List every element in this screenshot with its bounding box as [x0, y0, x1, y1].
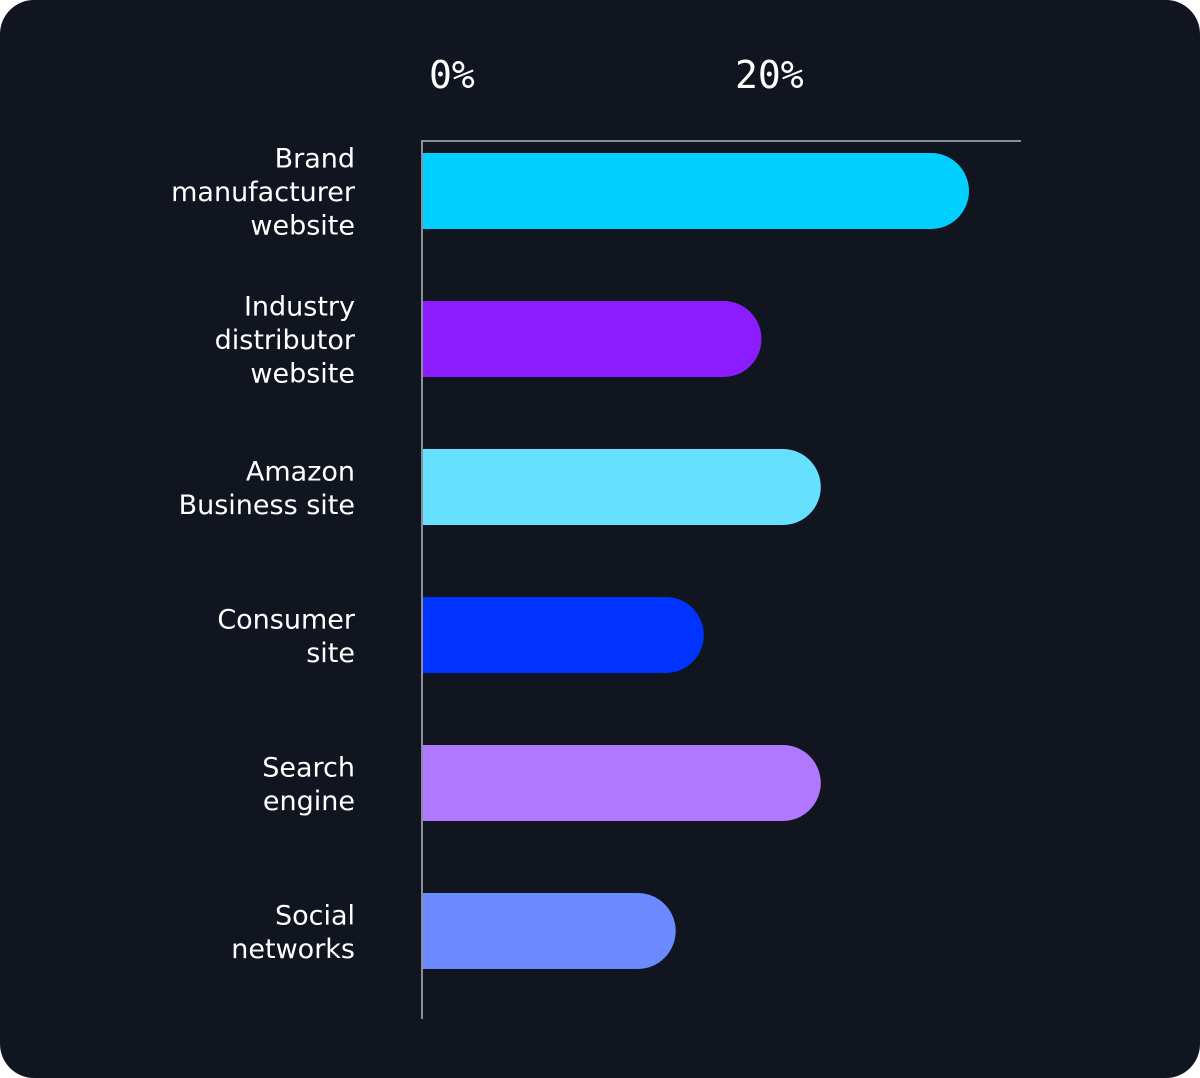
- category-label-2-line-0: Amazon: [246, 456, 355, 487]
- category-label-0-line-0: Brand: [275, 144, 355, 175]
- category-label-2-line-1: Business site: [179, 490, 355, 521]
- category-label-0-line-2: website: [250, 211, 355, 242]
- bar-2: [423, 449, 821, 525]
- category-label-3-line-0: Consumer: [217, 604, 356, 635]
- category-label-3-line-1: site: [306, 638, 355, 669]
- bar-1: [423, 301, 762, 377]
- category-label-0-line-1: manufacturer: [171, 177, 356, 208]
- x-tick-label-1: 20%: [735, 53, 804, 97]
- category-label-4-line-1: engine: [263, 786, 355, 817]
- category-label-1-line-0: Industry: [244, 292, 355, 323]
- category-label-1-line-1: distributor: [215, 325, 356, 356]
- bar-5: [423, 893, 676, 969]
- bar-0: [423, 153, 969, 229]
- category-label-5-line-0: Social: [275, 900, 355, 931]
- category-label-4-line-0: Search: [262, 752, 355, 783]
- bar-4: [423, 745, 821, 821]
- category-label-1-line-2: website: [250, 359, 355, 390]
- x-tick-label-0: 0%: [429, 53, 475, 97]
- bar-3: [423, 597, 704, 673]
- category-label-5-line-1: networks: [231, 934, 355, 965]
